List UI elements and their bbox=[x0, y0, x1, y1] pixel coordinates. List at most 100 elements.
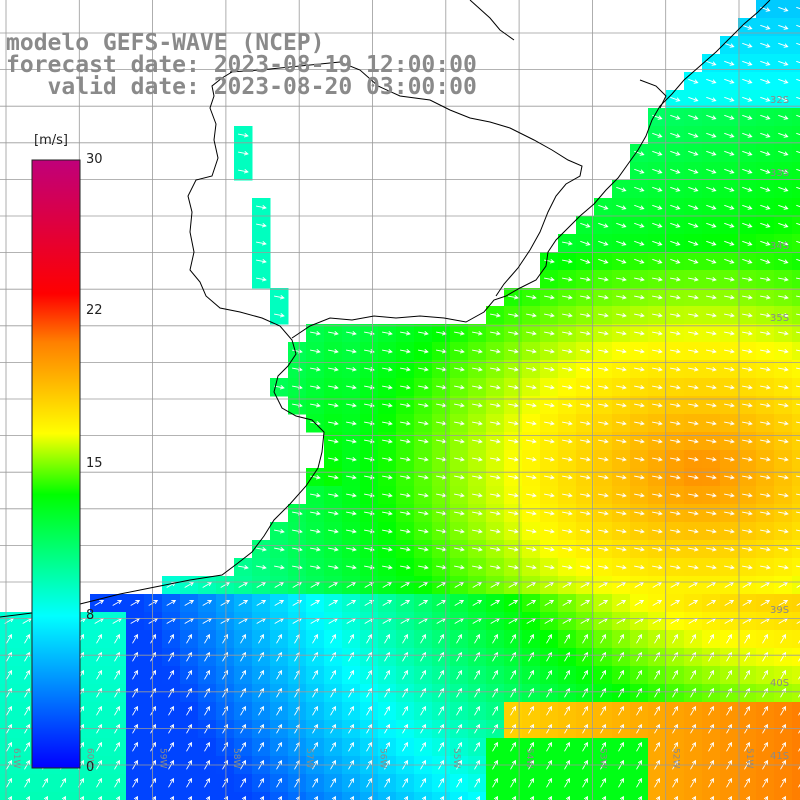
wind-arrow bbox=[204, 741, 210, 752]
wind-arrow bbox=[582, 633, 588, 644]
wind-arrow bbox=[724, 60, 735, 66]
wind-arrow bbox=[528, 777, 534, 788]
wind-arrow bbox=[778, 24, 789, 30]
wind-arrow bbox=[778, 240, 789, 246]
border-line bbox=[229, 61, 583, 297]
wind-arrow bbox=[96, 723, 102, 734]
lat-label: 33S bbox=[770, 168, 789, 179]
wind-arrow bbox=[580, 439, 591, 444]
wind-arrow bbox=[616, 547, 627, 552]
wind-arrow bbox=[400, 457, 411, 462]
wind-arrow bbox=[382, 421, 393, 426]
wind-arrow bbox=[760, 475, 771, 480]
wind-arrow bbox=[204, 633, 210, 644]
wind-arrow bbox=[132, 777, 138, 788]
wind-arrow bbox=[724, 331, 735, 336]
wind-cell bbox=[558, 792, 577, 800]
wind-arrow bbox=[258, 687, 264, 698]
wind-arrow bbox=[418, 349, 429, 354]
coastline-argentina bbox=[0, 71, 325, 618]
wind-arrow bbox=[276, 741, 282, 752]
wind-arrow bbox=[796, 277, 800, 280]
wind-arrow bbox=[690, 669, 696, 680]
wind-arrow bbox=[310, 511, 321, 516]
wind-arrow bbox=[796, 240, 800, 244]
wind-cell bbox=[234, 792, 253, 800]
wind-arrow bbox=[796, 168, 800, 172]
wind-arrow bbox=[508, 493, 519, 498]
wind-arrow bbox=[454, 582, 465, 588]
wind-arrow bbox=[418, 331, 429, 336]
wind-cell bbox=[180, 792, 199, 800]
wind-arrow bbox=[598, 295, 609, 300]
wind-arrow bbox=[202, 600, 213, 606]
wind-arrow bbox=[7, 795, 12, 800]
wind-arrow bbox=[652, 385, 663, 390]
wind-arrow bbox=[96, 705, 102, 716]
lon-label: 57W bbox=[304, 748, 314, 768]
wind-arrow bbox=[493, 795, 498, 800]
wind-arrow bbox=[688, 168, 699, 174]
wind-arrow bbox=[634, 403, 645, 408]
wind-arrow bbox=[672, 669, 678, 680]
wind-arrow bbox=[778, 511, 789, 516]
wind-arrow bbox=[670, 132, 681, 138]
wind-arrow bbox=[472, 367, 483, 372]
wind-arrow bbox=[724, 186, 735, 192]
wind-arrow bbox=[403, 795, 408, 800]
wind-arrow bbox=[310, 349, 321, 354]
wind-arrow bbox=[616, 186, 627, 192]
wind-cell bbox=[630, 792, 649, 800]
wind-arrow bbox=[256, 565, 267, 570]
wind-arrow bbox=[688, 313, 699, 318]
wind-arrow bbox=[706, 313, 717, 318]
lon-label: 53W bbox=[597, 748, 607, 768]
wind-arrow bbox=[582, 705, 588, 716]
wind-arrow bbox=[742, 367, 753, 372]
wind-arrow bbox=[346, 493, 357, 498]
wind-arrow bbox=[420, 705, 426, 716]
wind-arrow bbox=[274, 547, 285, 552]
wind-arrow bbox=[330, 687, 336, 698]
wind-arrow bbox=[382, 600, 393, 606]
wind-cell bbox=[522, 792, 541, 800]
wind-cell bbox=[792, 648, 800, 667]
wind-arrow bbox=[492, 741, 498, 752]
wind-arrow bbox=[652, 565, 663, 570]
wind-arrow bbox=[598, 457, 609, 462]
wind-arrow bbox=[616, 295, 627, 300]
wind-arrow bbox=[400, 331, 411, 336]
wind-arrow bbox=[310, 547, 321, 552]
wind-arrow bbox=[472, 331, 483, 336]
wind-arrow bbox=[778, 565, 789, 570]
wind-cell bbox=[792, 666, 800, 685]
wind-arrow bbox=[778, 132, 789, 138]
wind-arrow bbox=[688, 204, 699, 210]
wind-arrow bbox=[400, 421, 411, 426]
wind-arrow bbox=[760, 240, 771, 246]
wind-arrow bbox=[258, 741, 264, 752]
wind-arrow bbox=[600, 741, 606, 752]
wind-arrow bbox=[562, 439, 573, 444]
wind-cell bbox=[18, 792, 37, 800]
wind-arrow bbox=[472, 349, 483, 354]
wind-arrow bbox=[418, 582, 429, 588]
wind-arrow bbox=[760, 186, 771, 192]
wind-arrow bbox=[652, 439, 663, 444]
wind-arrow bbox=[652, 132, 663, 138]
wind-arrow bbox=[418, 475, 429, 480]
wind-arrow bbox=[706, 582, 717, 588]
wind-cell bbox=[792, 0, 800, 19]
wind-arrow bbox=[562, 565, 573, 570]
wind-arrow bbox=[544, 457, 555, 462]
wind-arrow bbox=[526, 349, 537, 354]
wind-arrow bbox=[400, 547, 411, 552]
wind-arrow bbox=[330, 633, 336, 644]
wind-arrow bbox=[670, 258, 681, 264]
wind-arrow bbox=[778, 42, 789, 48]
wind-arrow bbox=[222, 777, 228, 788]
wind-arrow bbox=[547, 795, 552, 800]
wind-arrow bbox=[691, 795, 696, 800]
wind-arrow bbox=[562, 259, 573, 264]
wind-arrow bbox=[490, 331, 501, 336]
